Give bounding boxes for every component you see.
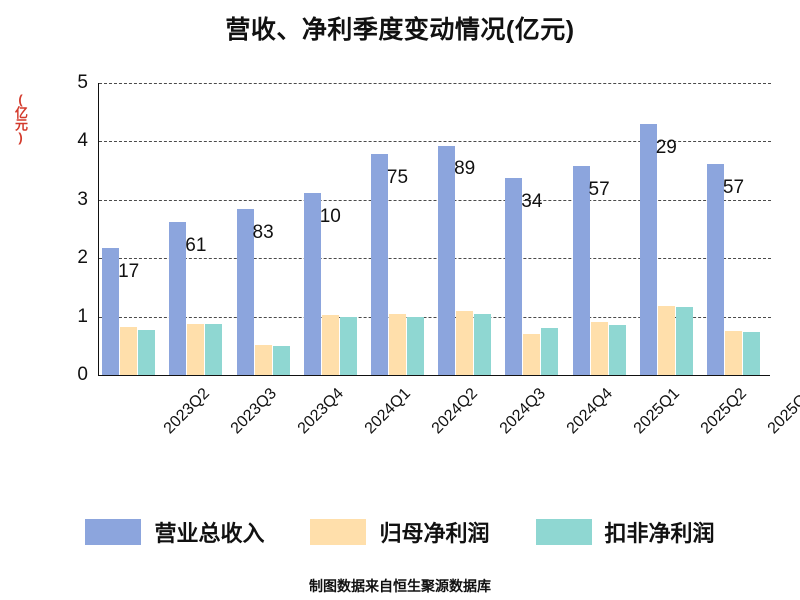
- bar-2023Q2-归母净利润[interactable]: [120, 326, 138, 375]
- source-note: 制图数据来自恒生聚源数据库: [309, 578, 491, 594]
- x-tick-label-2024Q3: 2024Q3: [496, 385, 549, 438]
- bar-value-label: 10: [319, 205, 341, 227]
- x-tick-label-2025Q1: 2025Q1: [630, 385, 683, 438]
- bar-2024Q2-扣非净利润[interactable]: [406, 316, 424, 375]
- bar-2023Q3-营业总收入[interactable]: [169, 222, 187, 375]
- chart-legend: 营业总收入 归母净利润 扣非净利润: [0, 516, 800, 548]
- gridline: [99, 199, 771, 201]
- legend-swatch-icon: [310, 519, 367, 545]
- bar-2023Q4-扣非净利润[interactable]: [272, 345, 290, 375]
- bar-value-label: 57: [588, 178, 610, 200]
- x-axis-line: [98, 375, 770, 376]
- bar-group: [236, 83, 290, 375]
- x-tick-label-2024Q2: 2024Q2: [429, 385, 482, 438]
- bar-value-label: 75: [386, 166, 409, 188]
- bar-2024Q4-扣非净利润[interactable]: [541, 328, 559, 375]
- x-tick-label-2023Q2: 2023Q2: [160, 385, 213, 438]
- gridline: [99, 83, 771, 84]
- bar-2024Q1-归母净利润[interactable]: [321, 315, 339, 375]
- bar-group: [572, 83, 626, 375]
- bar-group: [370, 83, 424, 375]
- y-axis-tick-labels: 0 1 2 3 4 5: [52, 72, 88, 385]
- bar-2025Q1-归母净利润[interactable]: [590, 321, 608, 375]
- bar-2024Q1-扣非净利润[interactable]: [339, 317, 357, 375]
- bar-2024Q3-扣非净利润[interactable]: [474, 314, 492, 375]
- y-axis-title: (亿元): [13, 92, 28, 144]
- y-tick-label: 1: [77, 305, 88, 327]
- legend-item-营业总收入[interactable]: 营业总收入: [85, 516, 264, 548]
- bar-2023Q2-扣非净利润[interactable]: [138, 330, 156, 375]
- bar-2024Q2-归母净利润[interactable]: [388, 313, 406, 375]
- bar-2023Q3-归母净利润[interactable]: [187, 323, 205, 375]
- bar-2023Q4-营业总收入[interactable]: [236, 208, 254, 375]
- bar-2025Q3-扣非净利润[interactable]: [742, 331, 760, 375]
- bar-2024Q4-归母净利润[interactable]: [523, 333, 541, 375]
- bar-2025Q2-营业总收入[interactable]: [639, 123, 657, 375]
- bar-value-label: 34: [521, 191, 543, 213]
- bar-value-label: 89: [454, 158, 476, 180]
- x-tick-label-2024Q4: 2024Q4: [563, 385, 616, 438]
- legend-swatch-icon: [535, 519, 592, 545]
- bar-value-label: 29: [655, 136, 677, 158]
- gridline: [99, 141, 771, 143]
- bar-2024Q1-营业总收入[interactable]: [303, 192, 321, 375]
- y-tick-label: 2: [77, 247, 88, 269]
- y-tick-label: 3: [77, 188, 88, 210]
- chart-title: 营收、净利季度变动情况(亿元): [225, 16, 575, 44]
- bar-value-label: 57: [722, 177, 745, 199]
- legend-label: 扣非净利润: [604, 521, 715, 546]
- y-tick-label: 5: [77, 72, 88, 93]
- bar-2025Q1-营业总收入[interactable]: [572, 165, 590, 375]
- bar-2024Q4-营业总收入[interactable]: [505, 178, 523, 375]
- legend-label: 营业总收入: [154, 521, 265, 546]
- bar-2024Q3-营业总收入[interactable]: [438, 145, 456, 375]
- bar-2025Q1-扣非净利润[interactable]: [608, 324, 626, 375]
- bar-value-label: 83: [252, 221, 274, 243]
- bar-2023Q4-归母净利润[interactable]: [254, 345, 272, 375]
- x-tick-label-2025Q3: 2025Q3: [765, 385, 800, 438]
- plot-area: 17 61 83 10 75 89 34 57 29 57: [98, 83, 771, 375]
- x-tick-label-2024Q1: 2024Q1: [361, 385, 415, 438]
- legend-item-扣非净利润[interactable]: 扣非净利润: [535, 516, 715, 548]
- bar-2025Q2-归母净利润[interactable]: [657, 306, 675, 375]
- bar-2024Q2-营业总收入[interactable]: [370, 153, 388, 375]
- x-tick-label-2023Q4: 2023Q4: [294, 385, 347, 438]
- bar-2025Q3-归母净利润[interactable]: [724, 331, 742, 375]
- bar-group: [706, 83, 760, 375]
- gridline: [99, 316, 771, 318]
- gridline: [99, 258, 771, 260]
- y-tick-label: 0: [77, 364, 88, 385]
- bar-2023Q2-营业总收入[interactable]: [102, 248, 120, 375]
- legend-item-归母净利润[interactable]: 归母净利润: [310, 516, 490, 548]
- bar-2023Q3-扣非净利润[interactable]: [205, 324, 223, 375]
- y-tick-label: 4: [77, 130, 88, 152]
- legend-label: 归母净利润: [379, 521, 490, 546]
- bar-value-label: 61: [185, 234, 207, 256]
- legend-swatch-icon: [85, 519, 142, 545]
- x-tick-label-2023Q3: 2023Q3: [227, 385, 280, 438]
- bar-2025Q2-扣非净利润[interactable]: [675, 307, 693, 375]
- bar-group: [303, 83, 357, 375]
- bar-group: [505, 83, 559, 375]
- bar-2025Q3-营业总收入[interactable]: [706, 164, 724, 375]
- bar-value-label: 17: [118, 261, 140, 283]
- bar-group: [169, 83, 223, 375]
- bar-group: [639, 83, 693, 375]
- bar-group: [102, 83, 156, 375]
- x-tick-label-2025Q2: 2025Q2: [697, 385, 751, 438]
- bar-2024Q3-归母净利润[interactable]: [456, 310, 474, 375]
- bar-group: [438, 83, 492, 375]
